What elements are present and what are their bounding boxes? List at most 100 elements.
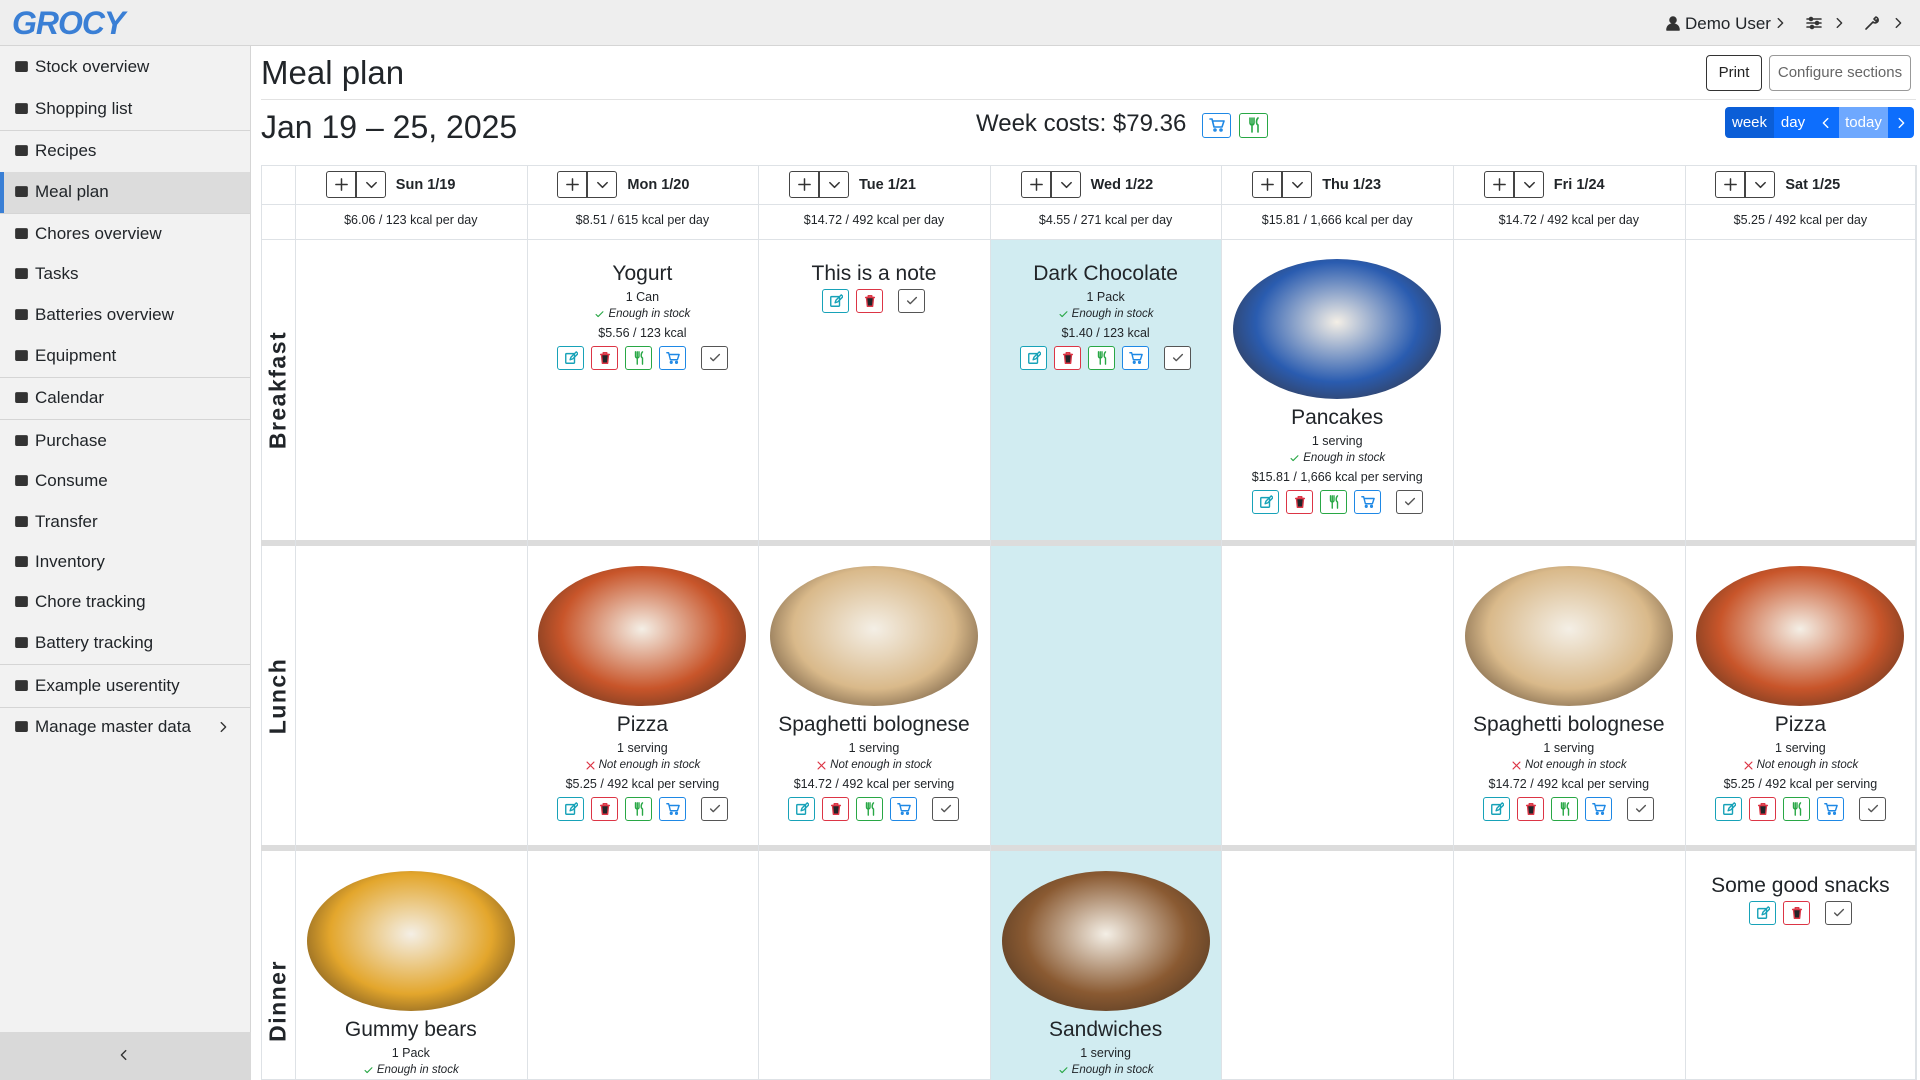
add-button[interactable] <box>1020 171 1051 198</box>
entry-amount: 1 serving <box>848 741 900 755</box>
icon <box>1028 351 1042 364</box>
menu-item[interactable]: Meal plan <box>35 182 109 201</box>
view-button[interactable]: today <box>1839 107 1888 138</box>
add-button[interactable] <box>1715 171 1746 198</box>
menu-item[interactable]: Purchase <box>35 431 107 450</box>
add-button[interactable] <box>355 171 386 198</box>
action-button[interactable] <box>822 289 850 313</box>
action-button[interactable] <box>1858 797 1886 821</box>
action-button[interactable] <box>1395 490 1423 514</box>
menu-item[interactable]: Batteries overview <box>35 305 174 324</box>
action-button[interactable] <box>1285 490 1313 514</box>
action-button[interactable] <box>1054 346 1082 370</box>
action-button[interactable] <box>1782 797 1810 821</box>
day-summary: $15.81 / 1,666 kcal per day <box>1261 213 1413 227</box>
menu-item[interactable]: Inventory <box>35 552 105 571</box>
action-button[interactable] <box>1319 490 1347 514</box>
action-button[interactable] <box>700 346 728 370</box>
action-button[interactable] <box>624 346 652 370</box>
action-button[interactable] <box>556 346 584 370</box>
add-button[interactable] <box>818 171 849 198</box>
action-button[interactable] <box>1748 901 1776 925</box>
icon <box>1756 906 1770 919</box>
day-label: Mon 1/20 <box>627 176 690 193</box>
action-button[interactable] <box>890 797 918 821</box>
button[interactable]: Print <box>1706 55 1762 91</box>
add-button[interactable] <box>1050 171 1081 198</box>
action-button[interactable] <box>932 797 960 821</box>
user-menu[interactable]: Demo User <box>1685 14 1771 33</box>
menu-item[interactable]: Calendar <box>35 388 104 407</box>
date-range: Jan 19 – 25, 2025 <box>261 109 518 145</box>
action-button[interactable] <box>856 797 884 821</box>
menu-item[interactable]: Manage master data <box>35 717 191 736</box>
menu-item[interactable]: Example userentity <box>35 676 180 695</box>
view-button[interactable] <box>1812 107 1839 138</box>
day-label: Sun 1/19 <box>395 176 456 193</box>
add-button[interactable] <box>788 171 819 198</box>
icon-button[interactable] <box>1202 113 1231 138</box>
action-button[interactable] <box>1088 346 1116 370</box>
menu-item[interactable]: Tasks <box>35 264 79 283</box>
add-group <box>1483 171 1544 198</box>
meal-image <box>769 566 978 706</box>
action-button[interactable] <box>1251 490 1279 514</box>
action-button[interactable] <box>658 797 686 821</box>
add-button[interactable] <box>587 171 618 198</box>
action-button[interactable] <box>1627 797 1655 821</box>
sidebar <box>0 46 251 1080</box>
action-button[interactable] <box>1164 346 1192 370</box>
add-button[interactable] <box>1745 171 1776 198</box>
menu-item[interactable]: Chore tracking <box>35 592 146 611</box>
divider <box>0 707 250 708</box>
menu-item[interactable]: Shopping list <box>35 99 133 118</box>
menu-item[interactable]: Transfer <box>35 512 98 531</box>
view-button[interactable] <box>1888 107 1914 138</box>
action-button[interactable] <box>700 797 728 821</box>
add-button[interactable] <box>1513 171 1544 198</box>
action-button[interactable] <box>1020 346 1048 370</box>
action-button[interactable] <box>1517 797 1545 821</box>
divider <box>0 664 250 665</box>
menu-item[interactable]: Equipment <box>35 346 117 365</box>
add-button[interactable] <box>1483 171 1514 198</box>
action-button[interactable] <box>1816 797 1844 821</box>
add-button[interactable] <box>325 171 356 198</box>
icon-button[interactable] <box>1239 113 1268 138</box>
menu-item[interactable]: Consume <box>35 471 108 490</box>
action-button[interactable] <box>856 289 884 313</box>
action-button[interactable] <box>1714 797 1742 821</box>
add-button[interactable] <box>557 171 588 198</box>
day-label: Sat 1/25 <box>1785 176 1841 193</box>
action-button[interactable] <box>1748 797 1776 821</box>
menu-item[interactable]: Stock overview <box>35 57 150 76</box>
action-button[interactable] <box>788 797 816 821</box>
action-button[interactable] <box>1585 797 1613 821</box>
action-button[interactable] <box>898 289 926 313</box>
view-button[interactable]: week <box>1725 107 1774 138</box>
action-button[interactable] <box>556 797 584 821</box>
button[interactable]: Configure sections <box>1769 55 1911 91</box>
view-button[interactable]: day <box>1774 107 1812 138</box>
add-button[interactable] <box>1282 171 1313 198</box>
action-button[interactable] <box>658 346 686 370</box>
action-button[interactable] <box>1483 797 1511 821</box>
add-button[interactable] <box>1252 171 1283 198</box>
menu-item[interactable]: Battery tracking <box>35 633 154 652</box>
meal-image <box>538 566 747 706</box>
action-button[interactable] <box>1782 901 1810 925</box>
menu-icon <box>15 435 28 446</box>
action-button[interactable] <box>1122 346 1150 370</box>
action-button[interactable] <box>590 346 618 370</box>
action-button[interactable] <box>1551 797 1579 821</box>
collapse-bar[interactable] <box>0 1032 251 1080</box>
column-rule <box>526 165 528 1080</box>
menu-item[interactable]: Recipes <box>35 141 97 160</box>
action-button[interactable] <box>590 797 618 821</box>
menu-item[interactable]: Chores overview <box>35 224 162 243</box>
action-button[interactable] <box>1824 901 1852 925</box>
action-button[interactable] <box>1353 490 1381 514</box>
action-button[interactable] <box>822 797 850 821</box>
action-button[interactable] <box>624 797 652 821</box>
